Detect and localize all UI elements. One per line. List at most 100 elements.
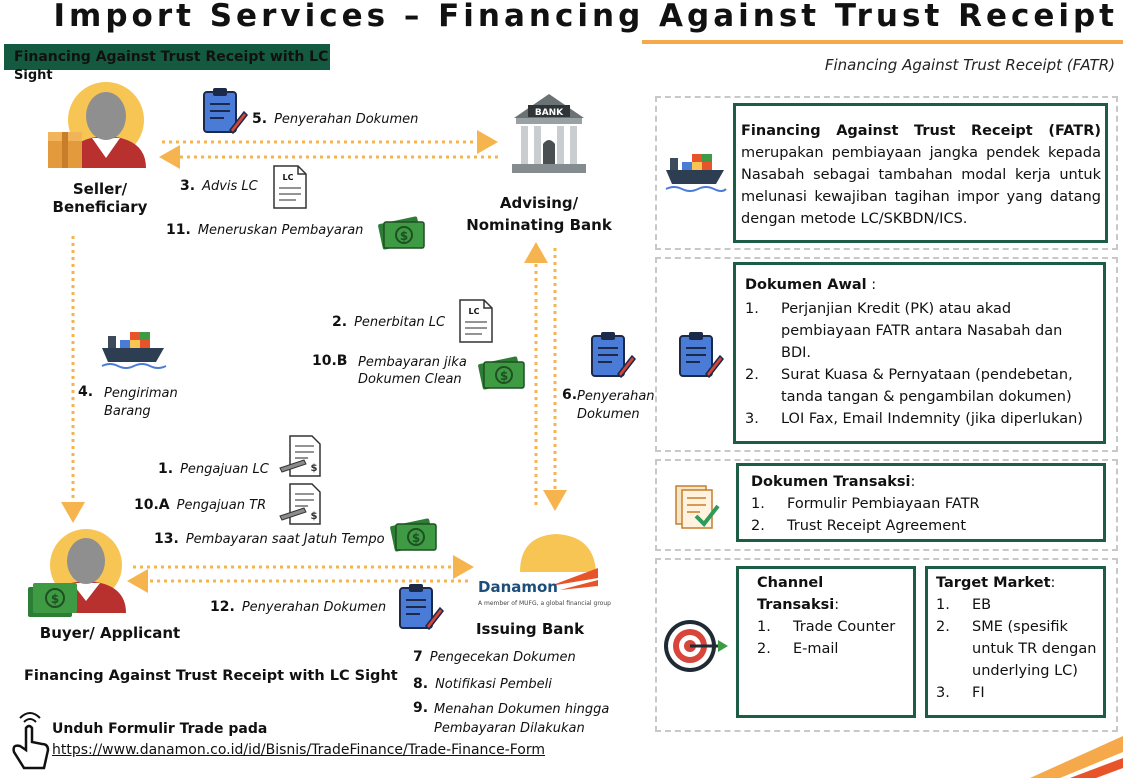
dokumen-awal-box: Dokumen Awal : 1. Perjanjian Kredit (PK) … xyxy=(733,262,1106,444)
step-8-number: 8. xyxy=(413,676,429,692)
step-11-number: 11. xyxy=(166,222,191,238)
target-item: 2. SME (spesifik untuk TR dengan underlying… xyxy=(936,616,1099,682)
channel-item: 1. Trade Counter xyxy=(757,616,907,638)
step-10b-text: Pembayaran jika Dokumen Clean xyxy=(358,354,467,388)
step-10b-number: 10.B xyxy=(312,353,348,369)
decorative-stripes-icon xyxy=(1030,736,1123,778)
step-7-label: 7 Pengecekan Dokumen xyxy=(413,649,576,665)
form-pen-icon: $ xyxy=(279,483,321,525)
svg-text:$: $ xyxy=(400,229,408,243)
step-10b-text-line1: Pembayaran jika xyxy=(358,355,467,370)
clipboard-document-icon xyxy=(399,584,444,631)
item-text-line1: FI xyxy=(972,685,985,701)
step-9-number: 9. xyxy=(413,700,429,716)
step-4-text: Pengiriman Barang xyxy=(104,385,178,421)
step-9-number-wrap: 9. xyxy=(413,700,435,716)
channel-item: 2. E-mail xyxy=(757,638,907,660)
trade-form-download-link[interactable]: https://www.danamon.co.id/id/Bisnis/Trad… xyxy=(52,742,546,758)
buyer-avatar-icon: $ xyxy=(28,529,126,617)
channel-heading: Channel Transaksi xyxy=(757,575,835,613)
step-1-label: 1. Pengajuan LC xyxy=(158,461,269,477)
step-7-number: 7 xyxy=(413,649,423,665)
step-10a-label: 10.A Pengajuan TR xyxy=(134,497,266,513)
step-3-label: 3. Advis LC xyxy=(180,178,258,194)
item-number: 3. xyxy=(745,411,759,427)
form-pen-icon: $ xyxy=(279,435,321,477)
step-5-number: 5. xyxy=(252,111,268,127)
definition-panel xyxy=(655,96,1118,250)
danamon-wordmark: Danamon xyxy=(478,578,558,596)
danamon-logo-icon xyxy=(520,534,598,590)
clipboard-document-icon xyxy=(679,332,724,379)
lc-label: LC xyxy=(283,173,294,182)
step-4-number-wrap: 4. xyxy=(78,384,100,400)
money-icon: $ xyxy=(478,356,525,390)
step-4-text-line1: Pengiriman xyxy=(104,386,178,401)
pointing-hand-icon xyxy=(12,712,50,770)
step-13-text: Pembayaran saat Jatuh Tempo xyxy=(185,532,385,547)
step-2-text: Penerbitan LC xyxy=(354,315,446,330)
dokumen-transaksi-box: Dokumen Transaksi: 1. Formulir Pembiayaan… xyxy=(736,463,1106,542)
step-10b-text-line2: Dokumen Clean xyxy=(358,372,462,387)
target-item: 1. EB xyxy=(936,594,1099,616)
clipboard-document-icon xyxy=(203,88,248,135)
step-7-text: Pengecekan Dokumen xyxy=(429,650,576,665)
target-heading: Target Market xyxy=(936,575,1051,591)
item-text-line1: Trust Receipt Agreement xyxy=(787,518,967,534)
item-number: 1. xyxy=(745,301,759,317)
item-text-line2: untuk TR dengan xyxy=(972,641,1097,657)
step-10b-number-wrap: 10.B xyxy=(312,353,354,369)
step-10a-text: Pengajuan TR xyxy=(176,498,267,513)
target-icon xyxy=(664,620,728,672)
dokumen-awal-panel xyxy=(655,257,1118,452)
item-number: 1. xyxy=(751,496,765,512)
seller-label: Seller/ Beneficiary xyxy=(52,180,148,216)
dokumen-transaksi-item: 1. Formulir Pembiayaan FATR xyxy=(751,493,1095,515)
banner-title-line1: Financing Against Trust Receipt with LC xyxy=(14,49,329,65)
channel-transaksi-box: Channel Transaksi: 1. Trade Counter 2. E-m… xyxy=(736,566,916,718)
step-2-number: 2. xyxy=(332,314,348,330)
item-number: 2. xyxy=(751,518,765,534)
dokumen-transaksi-panel xyxy=(655,459,1118,551)
definition-term: Financing Against Trust Receipt (FATR) xyxy=(741,123,1101,139)
dokumen-transaksi-heading: Dokumen Transaksi xyxy=(751,474,911,490)
download-label: Unduh Formulir Trade pada xyxy=(52,721,268,737)
step-13-label: 13. Pembayaran saat Jatuh Tempo xyxy=(154,531,385,547)
page-subtitle: Financing Against Trust Receipt (FATR) xyxy=(824,56,1115,74)
svg-text:$: $ xyxy=(311,511,318,522)
dokumen-awal-heading: Dokumen Awal xyxy=(745,277,867,293)
dokumen-awal-item: 1. Perjanjian Kredit (PK) atau akad pembia… xyxy=(745,298,1095,364)
item-number: 2. xyxy=(936,619,950,635)
svg-text:$: $ xyxy=(412,531,420,545)
cargo-ship-icon xyxy=(665,154,727,192)
step-1-number: 1. xyxy=(158,461,174,477)
item-text-line1: LOI Fax, Email Indemnity (jika diperluka… xyxy=(781,411,1083,427)
step-12-label: 12. Penyerahan Dokumen xyxy=(210,599,386,615)
danamon-tagline: A member of MUFG, a global financial gro… xyxy=(478,600,611,607)
target-colon: : xyxy=(1050,575,1056,591)
step-6-text-line2: Dokumen xyxy=(577,407,640,422)
step-13-number: 13. xyxy=(154,531,179,547)
svg-text:$: $ xyxy=(500,369,508,383)
step-9-text-line1: Menahan Dokumen hingga xyxy=(434,702,610,717)
item-text-line3: underlying LC) xyxy=(972,663,1078,679)
target-item: 3. FI xyxy=(936,682,1099,704)
item-text-line1: Perjanjian Kredit (PK) atau akad xyxy=(781,301,1012,317)
channel-target-panel xyxy=(655,558,1118,732)
issuing-bank-label: Issuing Bank xyxy=(475,620,585,638)
item-text-line2: tanda tangan & pengambilan dokumen) xyxy=(781,389,1072,405)
step-6-text-line1: Penyerahan xyxy=(577,389,655,404)
step-5-text: Penyerahan Dokumen xyxy=(274,112,419,127)
lc-document-icon: LC xyxy=(273,165,307,209)
item-number: 3. xyxy=(936,685,950,701)
bottom-caption: Financing Against Trust Receipt with LC … xyxy=(24,668,398,684)
banner-title-line2: Sight xyxy=(14,68,53,83)
item-text-line1: Formulir Pembiayaan FATR xyxy=(787,496,980,512)
step-1-text: Pengajuan LC xyxy=(180,462,269,477)
step-5-label: 5. Penyerahan Dokumen xyxy=(252,111,418,127)
bank-sign-text: BANK xyxy=(535,108,564,118)
step-6-number-wrap: 6. xyxy=(562,387,577,403)
item-text-line1: SME (spesifik xyxy=(972,619,1068,635)
item-number: 2. xyxy=(745,367,759,383)
item-text-line3: BDI. xyxy=(781,345,811,361)
